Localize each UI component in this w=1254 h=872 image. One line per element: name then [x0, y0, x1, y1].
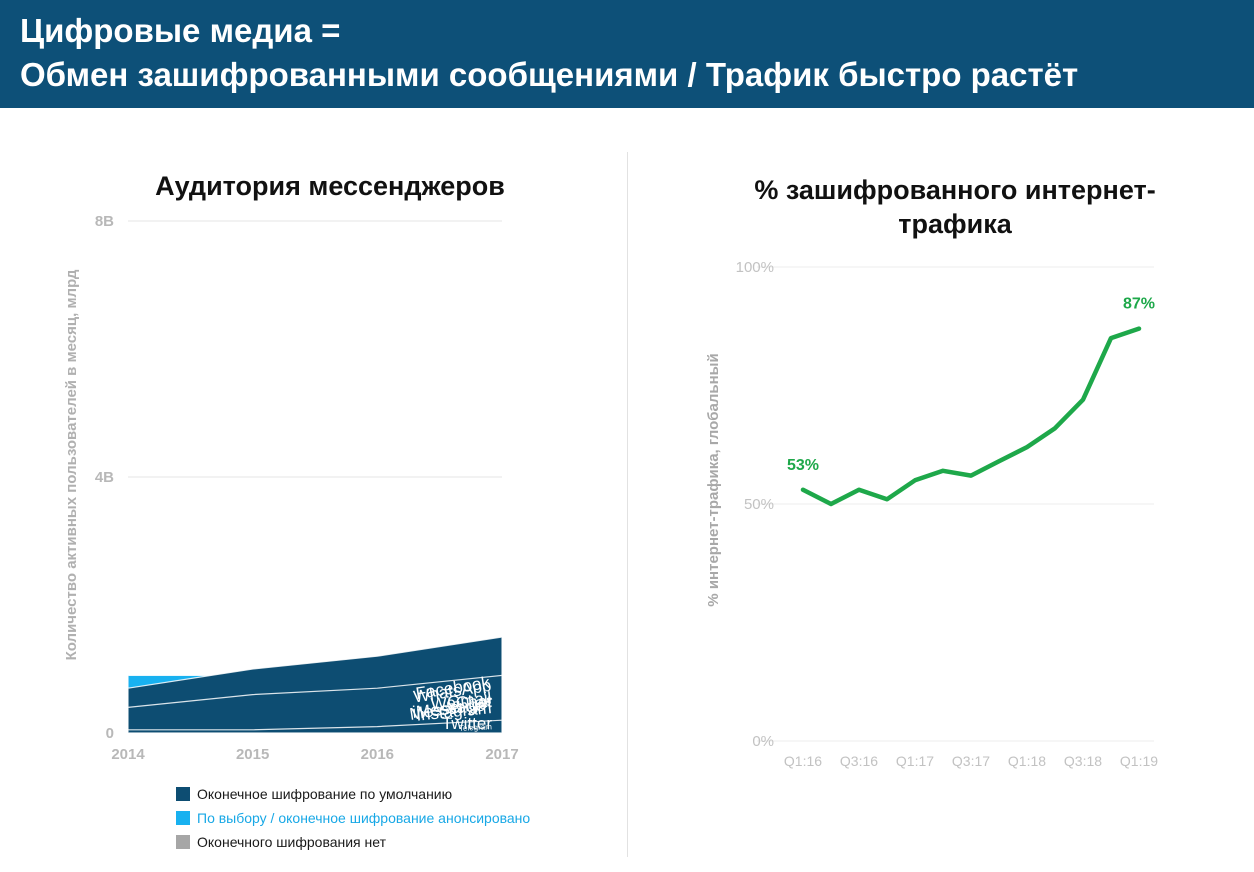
left-chart-series-labels: WeChatTwitterGmailFacebookMessengerInsta…: [408, 673, 494, 733]
annotation-q1-16: 53%: [787, 457, 819, 474]
right-chart-annotations: 53% 87%: [787, 296, 1155, 474]
right-x-tick-label: Q1:16: [784, 753, 822, 769]
legend-label-encrypted-default: Оконечное шифрование по умолчанию: [197, 786, 453, 802]
left-y-tick-label: 8B: [95, 213, 114, 230]
left-y-tick-label: 4B: [95, 469, 114, 486]
right-chart-grid: [757, 266, 1154, 742]
right-y-tick-label: 50%: [744, 496, 774, 513]
right-x-tick-label: Q1:17: [896, 753, 934, 769]
annotation-q1-19: 87%: [1123, 296, 1155, 313]
legend-label-encrypted-optional: По выбору / оконечное шифрование анонсир…: [197, 810, 531, 826]
left-chart-areas: [127, 636, 503, 734]
left-chart-legend: Оконечное шифрование по умолчанию По выб…: [176, 782, 530, 854]
right-chart-y-axis-label: % интернет-трафика, глобальный: [705, 353, 722, 606]
header-title-line-1: Цифровые медиа =: [20, 12, 341, 49]
series-label-gmail: Gmail: [446, 688, 492, 711]
legend-label-not-encrypted: Оконечного шифрования нет: [197, 834, 386, 850]
left-chart-ticks: 0 4B 8B 2014 2015 2016 2017: [95, 213, 519, 763]
right-chart-title: % зашифрованного интернет-трафика: [754, 175, 1156, 239]
left-x-tick-label: 2016: [361, 746, 394, 763]
encrypted-traffic-line-chart: 0% 50% 100% Q1:16 Q3:16 Q1:17 Q3:17 Q1:18 Q3:18 Q…: [705, 259, 1159, 769]
left-x-tick-label: 2017: [485, 746, 518, 763]
legend-swatch-encrypted-optional: [176, 811, 190, 825]
right-x-tick-label: Q1:18: [1008, 753, 1046, 769]
left-chart-y-axis-label: Количество активных пользователей в меся…: [63, 269, 80, 660]
legend-item-encrypted-default: Оконечное шифрование по умолчанию: [176, 782, 530, 806]
legend-swatch-encrypted-default: [176, 787, 190, 801]
area-telegram: [127, 719, 503, 734]
left-x-tick-label: 2014: [111, 746, 145, 763]
legend-item-not-encrypted: Оконечного шифрования нет: [176, 830, 530, 854]
right-x-tick-label: Q3:16: [840, 753, 878, 769]
series-label-twitter: Twitter: [442, 714, 492, 733]
series-label-telegram: Telegram: [459, 722, 493, 733]
right-x-tick-label: Q1:19: [1120, 753, 1158, 769]
right-y-tick-label: 100%: [736, 259, 774, 276]
left-y-tick-label: 0: [106, 725, 114, 742]
header-title-line-2: Обмен зашифрованными сообщениями / Трафи…: [20, 56, 1079, 93]
header-banner: Цифровые медиа = Обмен зашифрованными со…: [0, 0, 1254, 108]
series-label-wechat: WeChat: [430, 692, 492, 714]
left-chart-title: Аудитория мессенджеров: [155, 171, 505, 201]
legend-swatch-not-encrypted: [176, 835, 190, 849]
left-x-tick-label: 2015: [236, 746, 269, 763]
right-chart-ticks: 0% 50% 100% Q1:16 Q3:16 Q1:17 Q3:17 Q1:18 Q3:18 Q…: [736, 259, 1159, 769]
legend-item-encrypted-optional: По выбору / оконечное шифрование анонсир…: [176, 806, 530, 830]
panel-divider: [627, 152, 628, 857]
right-y-tick-label: 0%: [752, 733, 774, 750]
encrypted-traffic-line: [800, 326, 1142, 507]
right-x-tick-label: Q3:18: [1064, 753, 1102, 769]
right-x-tick-label: Q3:17: [952, 753, 990, 769]
right-chart-line: [800, 326, 1142, 507]
messenger-area-chart: WeChatTwitterGmailFacebookMessengerInsta…: [63, 213, 519, 763]
